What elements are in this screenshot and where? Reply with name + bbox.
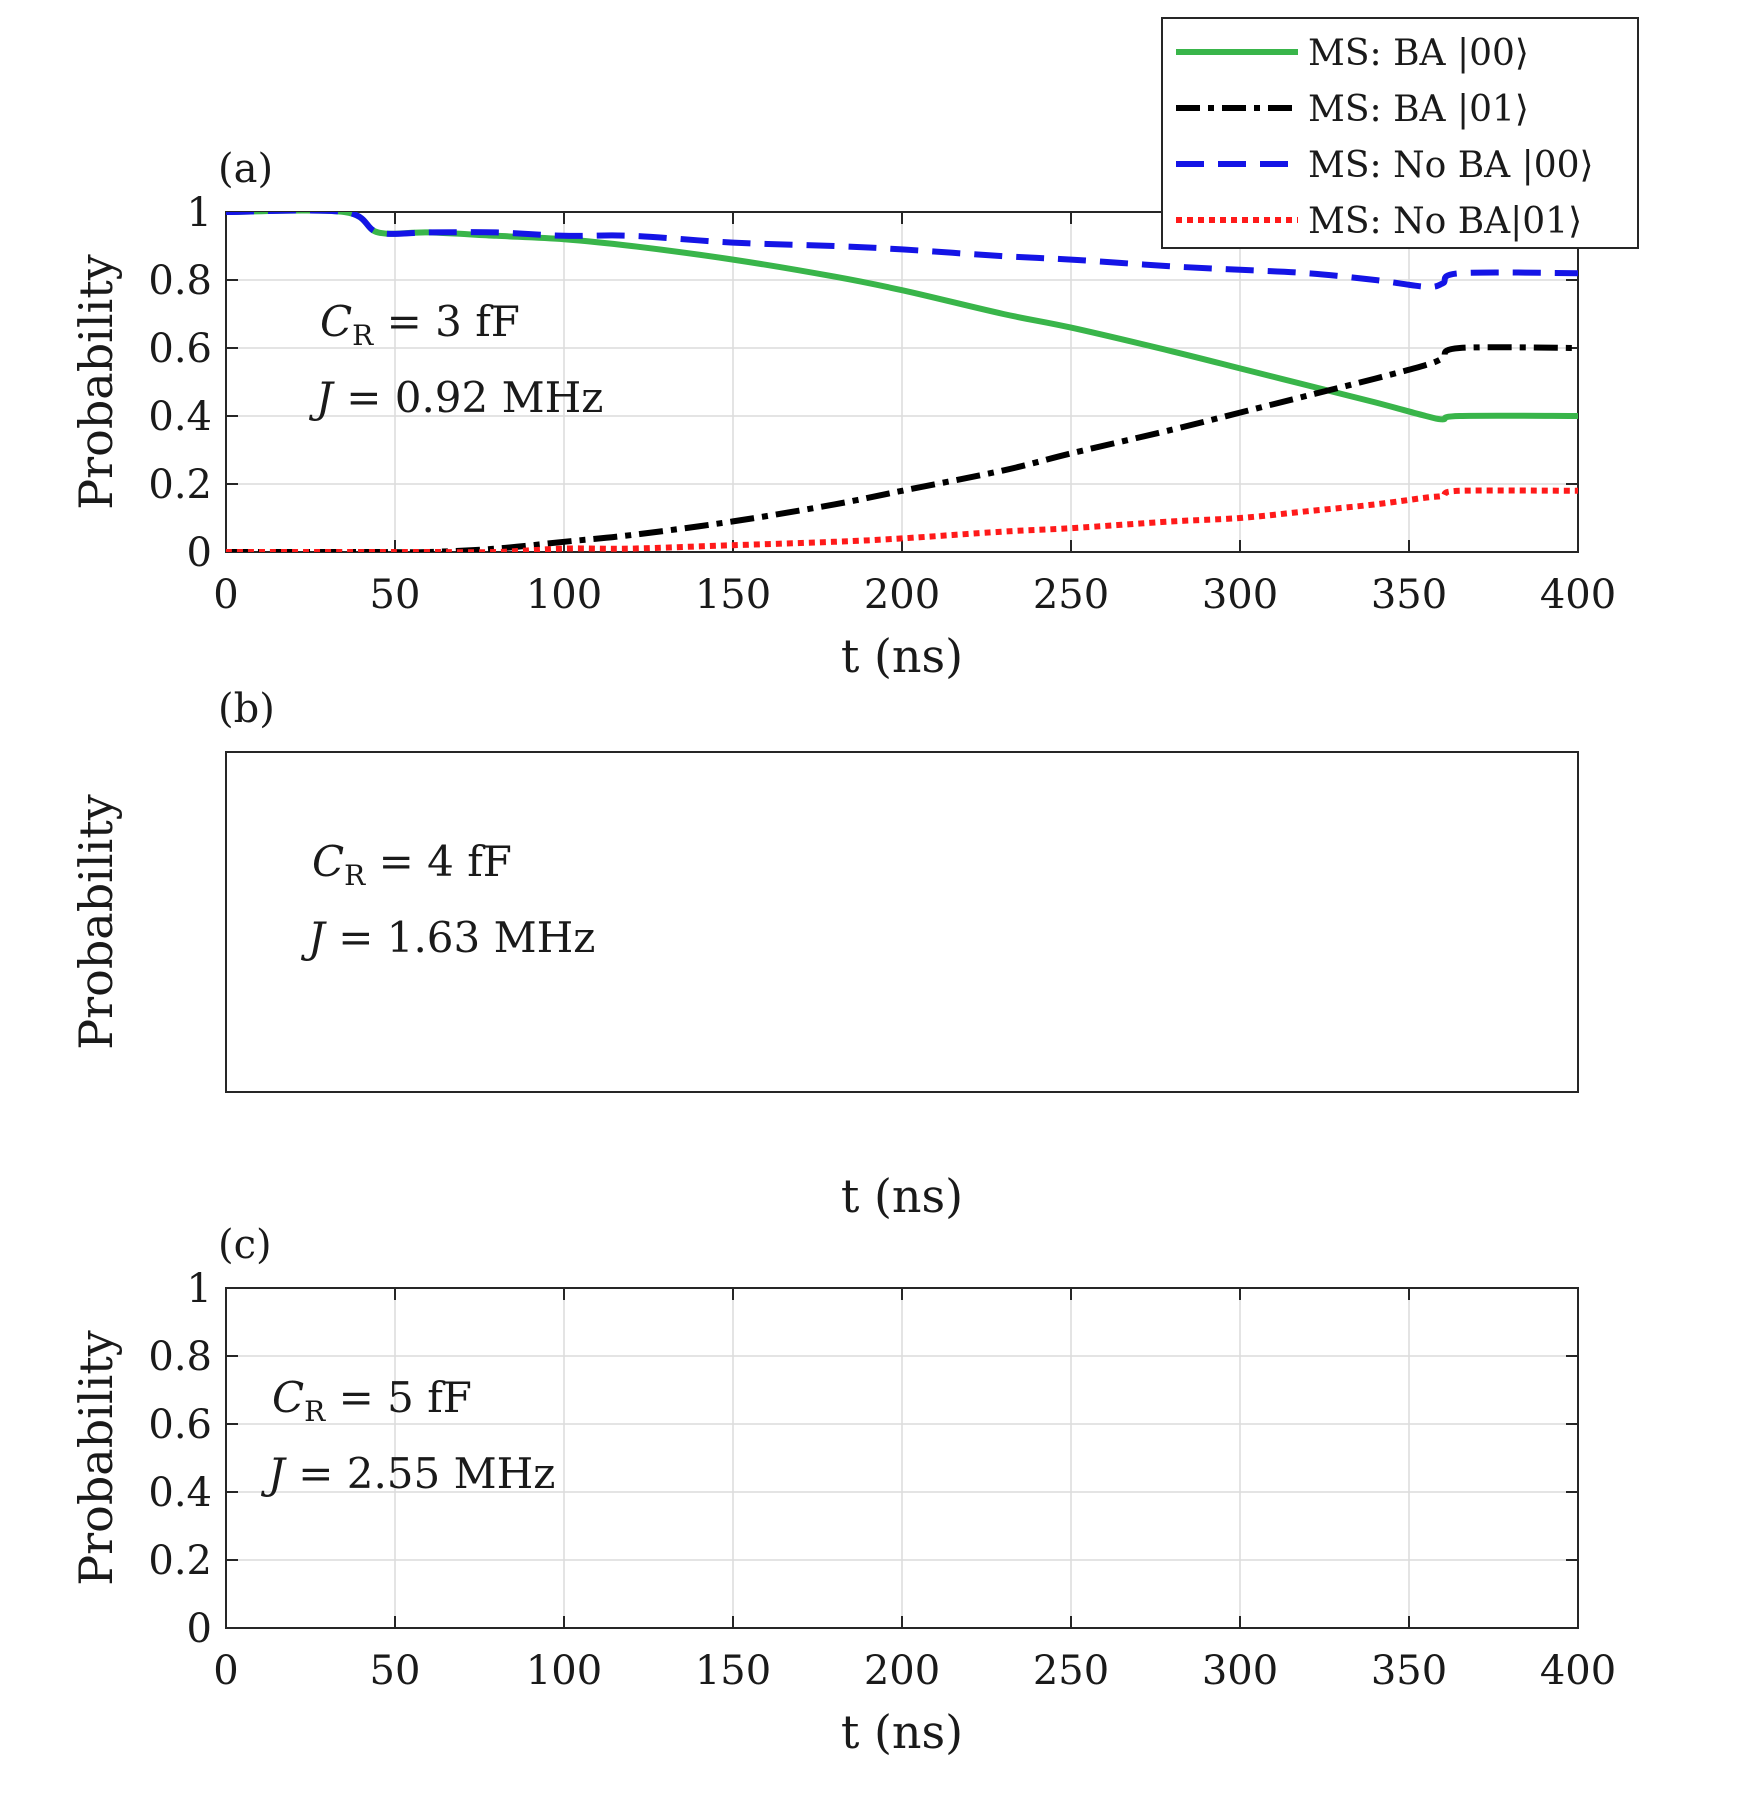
x-axis-title: t (ns) bbox=[841, 1705, 963, 1759]
annotation-cr: CR = 4 fF bbox=[312, 837, 512, 892]
panel-label: (a) bbox=[218, 146, 273, 192]
series-line-4 bbox=[226, 487, 1578, 552]
x-tick-label: 100 bbox=[526, 1648, 602, 1694]
y-tick-label: 0.8 bbox=[148, 1334, 212, 1380]
legend-label: MS: No BA|01⟩ bbox=[1308, 201, 1582, 242]
y-tick-label: 0.2 bbox=[148, 462, 212, 508]
x-tick-label: 200 bbox=[864, 572, 940, 618]
x-tick-label: 350 bbox=[1371, 1648, 1447, 1694]
x-axis-title: t (ns) bbox=[841, 1169, 963, 1223]
y-tick-label: 0.8 bbox=[148, 258, 212, 304]
x-tick-label: 400 bbox=[1540, 1648, 1616, 1694]
y-tick-label: 0 bbox=[187, 530, 212, 576]
y-axis-title: Probability bbox=[69, 1330, 123, 1586]
legend-box bbox=[1161, 17, 1639, 249]
annotation-j: J = 2.55 MHz bbox=[260, 1449, 555, 1498]
x-tick-label: 100 bbox=[526, 572, 602, 618]
x-tick-label: 300 bbox=[1202, 1648, 1278, 1694]
y-tick-label: 1 bbox=[187, 190, 212, 236]
y-tick-label: 1 bbox=[187, 1266, 212, 1312]
y-tick-labels: 0 0.2 0.4 0.6 0.8 1 bbox=[148, 1266, 212, 1652]
legend-label: MS: No BA |00⟩ bbox=[1308, 145, 1594, 186]
annotation-j: J = 0.92 MHz bbox=[308, 373, 603, 422]
x-tick-label: 250 bbox=[1033, 1648, 1109, 1694]
x-tick-label: 400 bbox=[1540, 572, 1616, 618]
series-lines bbox=[226, 212, 1578, 552]
y-axis-title: Probability bbox=[69, 254, 123, 510]
x-tick-label: 300 bbox=[1202, 572, 1278, 618]
x-tick-labels: 0 50 100 150 200 250 300 350 400 bbox=[213, 572, 1616, 618]
x-tick-label: 350 bbox=[1371, 572, 1447, 618]
annotation-cr: CR = 3 fF bbox=[320, 297, 520, 352]
annotation: CR = 3 fF J = 0.92 MHz bbox=[308, 297, 603, 422]
y-tick-label: 0.4 bbox=[148, 394, 212, 440]
y-tick-label: 0.6 bbox=[148, 1402, 212, 1448]
y-tick-label: 0.6 bbox=[148, 326, 212, 372]
legend-label: MS: BA |01⟩ bbox=[1308, 89, 1529, 130]
x-tick-label: 150 bbox=[695, 1648, 771, 1694]
legend-items: MS: BA |00⟩ MS: BA |01⟩ MS: No BA |00⟩ MS: … bbox=[1176, 33, 1594, 242]
y-tick-label: 0.2 bbox=[148, 1538, 212, 1584]
y-tick-label: 0.4 bbox=[148, 1470, 212, 1516]
y-tick-label: 0 bbox=[187, 1606, 212, 1652]
legend: MS: BA |00⟩ MS: BA |01⟩ MS: No BA |00⟩ MS: … bbox=[1161, 17, 1639, 249]
x-tick-label: 50 bbox=[370, 1648, 421, 1694]
annotation-j: J = 1.63 MHz bbox=[300, 913, 595, 962]
panel-label: (c) bbox=[218, 1222, 272, 1268]
x-tick-label: 250 bbox=[1033, 572, 1109, 618]
plot-frame bbox=[225, 751, 1579, 1093]
panel-c: (c) t (ns) Probability CR = 5 fF J = 2.5… bbox=[69, 1222, 1579, 1759]
x-tick-label: 0 bbox=[213, 1648, 238, 1694]
x-tick-label: 0 bbox=[213, 572, 238, 618]
legend-label: MS: BA |00⟩ bbox=[1308, 33, 1529, 74]
annotation-cr: CR = 5 fF bbox=[272, 1373, 472, 1428]
y-tick-labels: 0 0.2 0.4 0.6 0.8 1 bbox=[148, 190, 212, 576]
annotation: CR = 4 fF J = 1.63 MHz bbox=[300, 837, 595, 962]
panel-a: (a) 0 50 100 150 200 250 300 350 400 00.20.40.60… bbox=[69, 146, 1616, 683]
grid bbox=[226, 1288, 1578, 1628]
y-axis-title: Probability bbox=[69, 794, 123, 1050]
x-axis-title: t (ns) bbox=[841, 629, 963, 683]
plot-frame bbox=[225, 1287, 1579, 1629]
x-tick-labels: 0 50 100 150 200 250 300 350 400 bbox=[213, 1648, 1616, 1694]
panel-b: (b) 0 50 100 150 200 250 300 350 400 00.20.40.60… bbox=[69, 686, 1616, 1694]
x-tick-label: 50 bbox=[370, 572, 421, 618]
annotation: CR = 5 fF J = 2.55 MHz bbox=[260, 1373, 555, 1498]
series-line-2 bbox=[226, 344, 1578, 552]
x-tick-label: 150 bbox=[695, 572, 771, 618]
x-tick-label: 200 bbox=[864, 1648, 940, 1694]
panel-label: (b) bbox=[218, 686, 275, 732]
series-line-3 bbox=[226, 212, 1578, 290]
